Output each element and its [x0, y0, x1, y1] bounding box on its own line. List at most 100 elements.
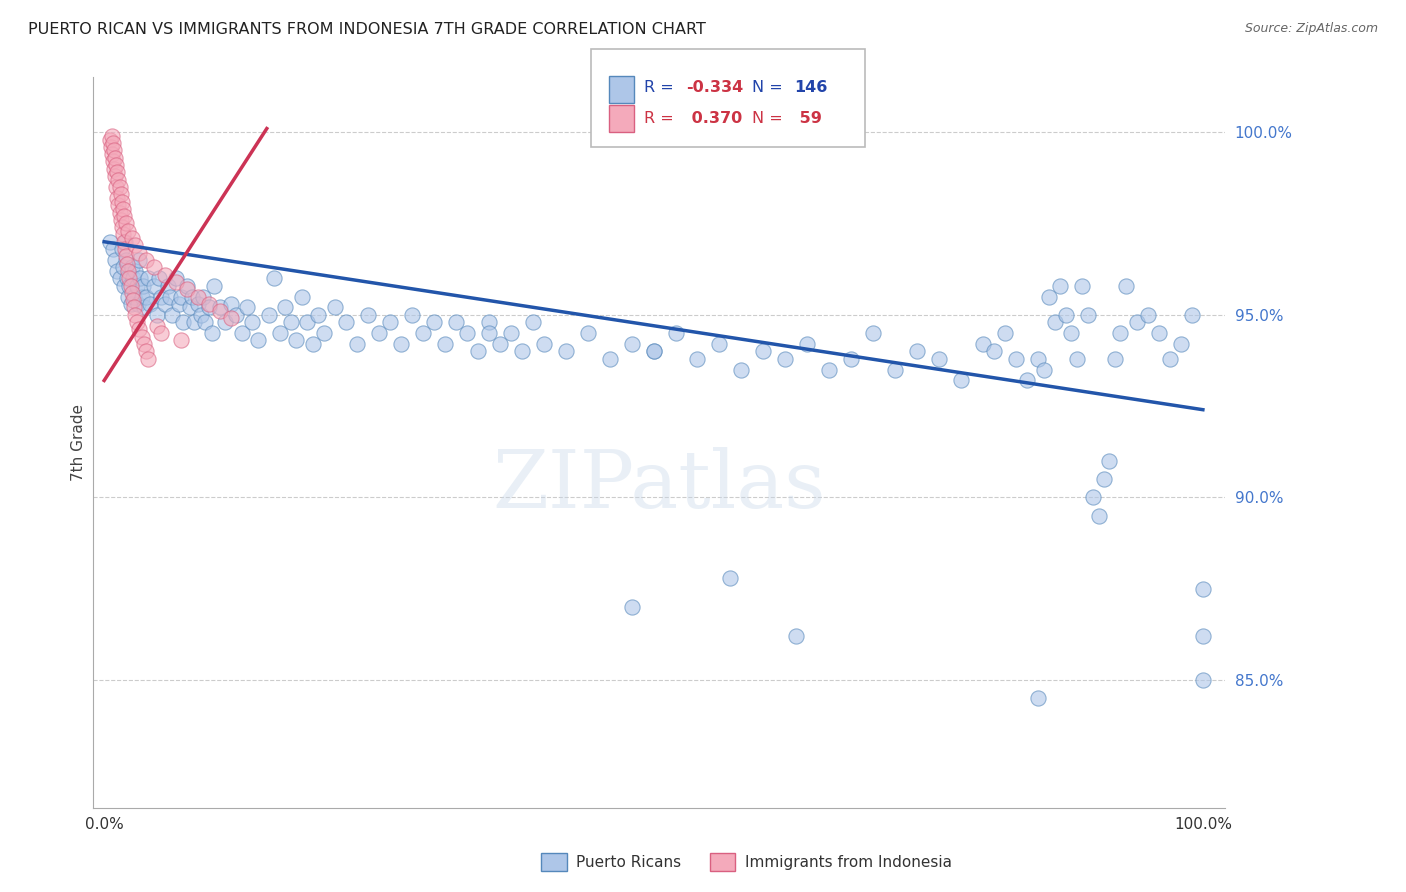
Point — [103, 144, 125, 158]
Point — [752, 344, 775, 359]
Point — [197, 301, 219, 315]
Point — [146, 318, 169, 333]
Point — [167, 297, 190, 311]
Point — [994, 326, 1017, 340]
Point — [643, 344, 665, 359]
Point — [139, 297, 162, 311]
Point — [131, 278, 153, 293]
Text: 146: 146 — [794, 80, 828, 95]
Point — [101, 154, 124, 169]
Point — [187, 297, 209, 311]
Point — [111, 227, 134, 242]
Point — [444, 315, 467, 329]
Point — [720, 571, 742, 585]
Point — [156, 278, 179, 293]
Point — [135, 252, 157, 267]
Point — [121, 293, 143, 308]
Point — [132, 337, 155, 351]
Point — [172, 315, 194, 329]
Point — [1126, 315, 1149, 329]
Point — [122, 289, 145, 303]
Point — [103, 161, 125, 176]
Point — [146, 308, 169, 322]
Point — [214, 315, 236, 329]
Point — [165, 271, 187, 285]
Point — [554, 344, 576, 359]
Point — [231, 326, 253, 340]
Point — [1104, 351, 1126, 366]
Point — [1054, 308, 1077, 322]
Point — [197, 297, 219, 311]
Point — [1115, 278, 1137, 293]
Point — [1076, 308, 1098, 322]
Point — [121, 260, 143, 275]
Point — [122, 301, 145, 315]
Point — [190, 308, 212, 322]
Point — [111, 220, 134, 235]
Point — [101, 242, 124, 256]
Y-axis label: 7th Grade: 7th Grade — [72, 404, 86, 481]
Point — [1098, 454, 1121, 468]
Point — [1087, 508, 1109, 523]
Text: ZIPatlas: ZIPatlas — [492, 448, 825, 525]
Point — [111, 202, 134, 216]
Point — [127, 278, 149, 293]
Point — [165, 275, 187, 289]
Point — [478, 326, 501, 340]
Point — [208, 304, 231, 318]
Point — [104, 151, 127, 165]
Point — [236, 301, 259, 315]
Point — [1092, 472, 1115, 486]
Point — [159, 289, 181, 303]
Point — [181, 289, 204, 303]
Point — [112, 235, 135, 249]
Point — [664, 326, 686, 340]
Point — [1181, 308, 1204, 322]
Point — [108, 271, 131, 285]
Point — [323, 301, 346, 315]
Point — [135, 289, 157, 303]
Point — [114, 242, 136, 256]
Point — [307, 308, 329, 322]
Point — [378, 315, 401, 329]
Point — [110, 212, 132, 227]
Point — [101, 147, 124, 161]
Point — [1192, 582, 1215, 596]
Text: R =: R = — [644, 80, 679, 95]
Point — [297, 315, 319, 329]
Point — [775, 351, 797, 366]
Point — [101, 128, 124, 143]
Point — [269, 326, 291, 340]
Point — [412, 326, 434, 340]
Point — [335, 315, 357, 329]
Point — [302, 337, 325, 351]
Point — [104, 169, 127, 183]
Point — [785, 629, 807, 643]
Point — [950, 374, 973, 388]
Point — [1081, 491, 1104, 505]
Point — [1026, 691, 1049, 706]
Point — [117, 271, 139, 285]
Text: PUERTO RICAN VS IMMIGRANTS FROM INDONESIA 7TH GRADE CORRELATION CHART: PUERTO RICAN VS IMMIGRANTS FROM INDONESI… — [28, 22, 706, 37]
Point — [105, 158, 128, 172]
Point — [117, 264, 139, 278]
Point — [488, 337, 510, 351]
Point — [467, 344, 489, 359]
Point — [839, 351, 862, 366]
Point — [1192, 673, 1215, 687]
Point — [142, 278, 165, 293]
Point — [257, 308, 280, 322]
Point — [208, 301, 231, 315]
Text: R =: R = — [644, 112, 683, 126]
Point — [111, 242, 134, 256]
Point — [114, 235, 136, 249]
Point — [100, 140, 122, 154]
Text: Immigrants from Indonesia: Immigrants from Indonesia — [745, 855, 952, 870]
Point — [620, 599, 643, 614]
Text: 0.370: 0.370 — [686, 112, 742, 126]
Point — [796, 337, 818, 351]
Point — [1071, 278, 1094, 293]
Point — [121, 285, 143, 300]
Point — [107, 198, 129, 212]
Point — [478, 315, 501, 329]
